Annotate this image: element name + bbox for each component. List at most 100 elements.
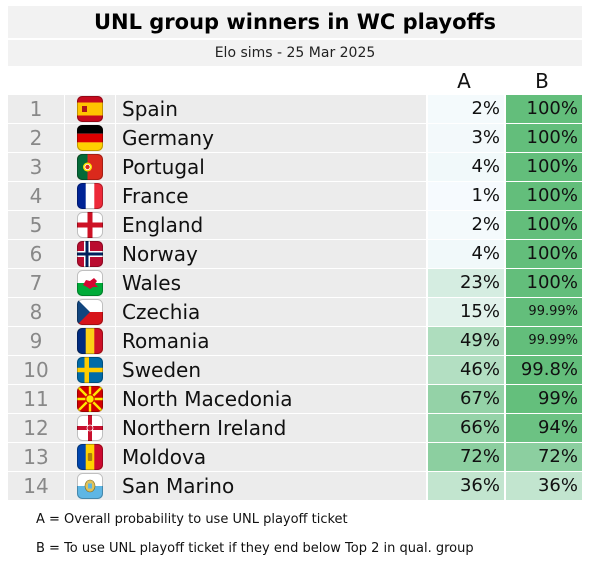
note-a: A = Overall probability to use UNL playo… — [36, 512, 348, 527]
rank-cell: 7 — [8, 269, 64, 297]
team-name: France — [116, 182, 426, 210]
flag-cell — [65, 414, 115, 442]
table-row: 1 Spain 2% 100% — [8, 95, 582, 123]
value-b-cell: 100% — [506, 240, 582, 268]
rank-cell: 11 — [8, 385, 64, 413]
rank-cell: 4 — [8, 182, 64, 210]
value-a-cell: 15% — [428, 298, 504, 326]
value-b-cell: 100% — [506, 182, 582, 210]
value-b-cell: 100% — [506, 211, 582, 239]
table-row: 13 Moldova 72% 72% — [8, 443, 582, 471]
value-b-cell: 100% — [506, 124, 582, 152]
rank-cell: 3 — [8, 153, 64, 181]
northern-ireland-flag-icon — [77, 415, 103, 441]
flag-cell — [65, 472, 115, 500]
team-name: England — [116, 211, 426, 239]
team-name: Portugal — [116, 153, 426, 181]
flag-cell — [65, 153, 115, 181]
moldova-flag-icon — [77, 444, 103, 470]
table-row: 4 France 1% 100% — [8, 182, 582, 210]
value-a-cell: 1% — [428, 182, 504, 210]
spain-flag-icon — [77, 96, 103, 122]
flag-cell — [65, 327, 115, 355]
value-b-cell: 99.99% — [506, 298, 582, 326]
value-a-cell: 3% — [428, 124, 504, 152]
team-name: Sweden — [116, 356, 426, 384]
table-row: 5 England 2% 100% — [8, 211, 582, 239]
value-b-cell: 72% — [506, 443, 582, 471]
england-flag-icon — [77, 212, 103, 238]
czechia-flag-icon — [77, 299, 103, 325]
flag-cell — [65, 298, 115, 326]
rank-cell: 1 — [8, 95, 64, 123]
value-a-cell: 23% — [428, 269, 504, 297]
chart-title: UNL group winners in WC playoffs — [8, 6, 582, 38]
rank-cell: 12 — [8, 414, 64, 442]
value-b-cell: 100% — [506, 269, 582, 297]
team-name: Northern Ireland — [116, 414, 426, 442]
team-name: Moldova — [116, 443, 426, 471]
chart-subtitle: Elo sims - 25 Mar 2025 — [8, 40, 582, 66]
team-name: Wales — [116, 269, 426, 297]
flag-cell — [65, 240, 115, 268]
value-a-cell: 2% — [428, 211, 504, 239]
team-name: Germany — [116, 124, 426, 152]
wales-flag-icon — [77, 270, 103, 296]
flag-cell — [65, 356, 115, 384]
romania-flag-icon — [77, 328, 103, 354]
team-name: Norway — [116, 240, 426, 268]
san-marino-flag-icon — [77, 473, 103, 499]
flag-cell — [65, 269, 115, 297]
value-a-cell: 67% — [428, 385, 504, 413]
value-b-cell: 94% — [506, 414, 582, 442]
portugal-flag-icon — [77, 154, 103, 180]
flag-cell — [65, 385, 115, 413]
value-b-cell: 99.8% — [506, 356, 582, 384]
flag-cell — [65, 211, 115, 239]
team-name: San Marino — [116, 472, 426, 500]
value-a-cell: 36% — [428, 472, 504, 500]
sweden-flag-icon — [77, 357, 103, 383]
value-b-cell: 99% — [506, 385, 582, 413]
rank-cell: 2 — [8, 124, 64, 152]
flag-cell — [65, 443, 115, 471]
rank-cell: 8 — [8, 298, 64, 326]
table-row: 10 Sweden 46% 99.8% — [8, 356, 582, 384]
table-row: 8 Czechia 15% 99.99% — [8, 298, 582, 326]
table-row: 11 North Macedonia 67% 99% — [8, 385, 582, 413]
column-header-a: A — [457, 69, 471, 93]
team-name: North Macedonia — [116, 385, 426, 413]
rank-cell: 9 — [8, 327, 64, 355]
team-name: Spain — [116, 95, 426, 123]
rank-cell: 10 — [8, 356, 64, 384]
rank-cell: 6 — [8, 240, 64, 268]
table-row: 9 Romania 49% 99.99% — [8, 327, 582, 355]
north-macedonia-flag-icon — [77, 386, 103, 412]
column-header-b: B — [535, 69, 549, 93]
value-a-cell: 4% — [428, 153, 504, 181]
value-b-cell: 100% — [506, 95, 582, 123]
germany-flag-icon — [77, 125, 103, 151]
team-name: Romania — [116, 327, 426, 355]
table-row: 12 Northern Ireland 66% 94% — [8, 414, 582, 442]
value-a-cell: 66% — [428, 414, 504, 442]
flag-cell — [65, 124, 115, 152]
rank-cell: 13 — [8, 443, 64, 471]
table-row: 7 Wales 23% 100% — [8, 269, 582, 297]
table-row: 6 Norway 4% 100% — [8, 240, 582, 268]
value-a-cell: 49% — [428, 327, 504, 355]
france-flag-icon — [77, 183, 103, 209]
norway-flag-icon — [77, 241, 103, 267]
value-a-cell: 72% — [428, 443, 504, 471]
flag-cell — [65, 95, 115, 123]
value-a-cell: 2% — [428, 95, 504, 123]
results-table: 1 Spain 2% 100% 2 Germany 3% 100% 3 Portugal 4% 100… — [8, 95, 582, 501]
value-b-cell: 36% — [506, 472, 582, 500]
table-row: 2 Germany 3% 100% — [8, 124, 582, 152]
team-name: Czechia — [116, 298, 426, 326]
value-a-cell: 4% — [428, 240, 504, 268]
table-row: 14 San Marino 36% 36% — [8, 472, 582, 500]
rank-cell: 5 — [8, 211, 64, 239]
value-a-cell: 46% — [428, 356, 504, 384]
